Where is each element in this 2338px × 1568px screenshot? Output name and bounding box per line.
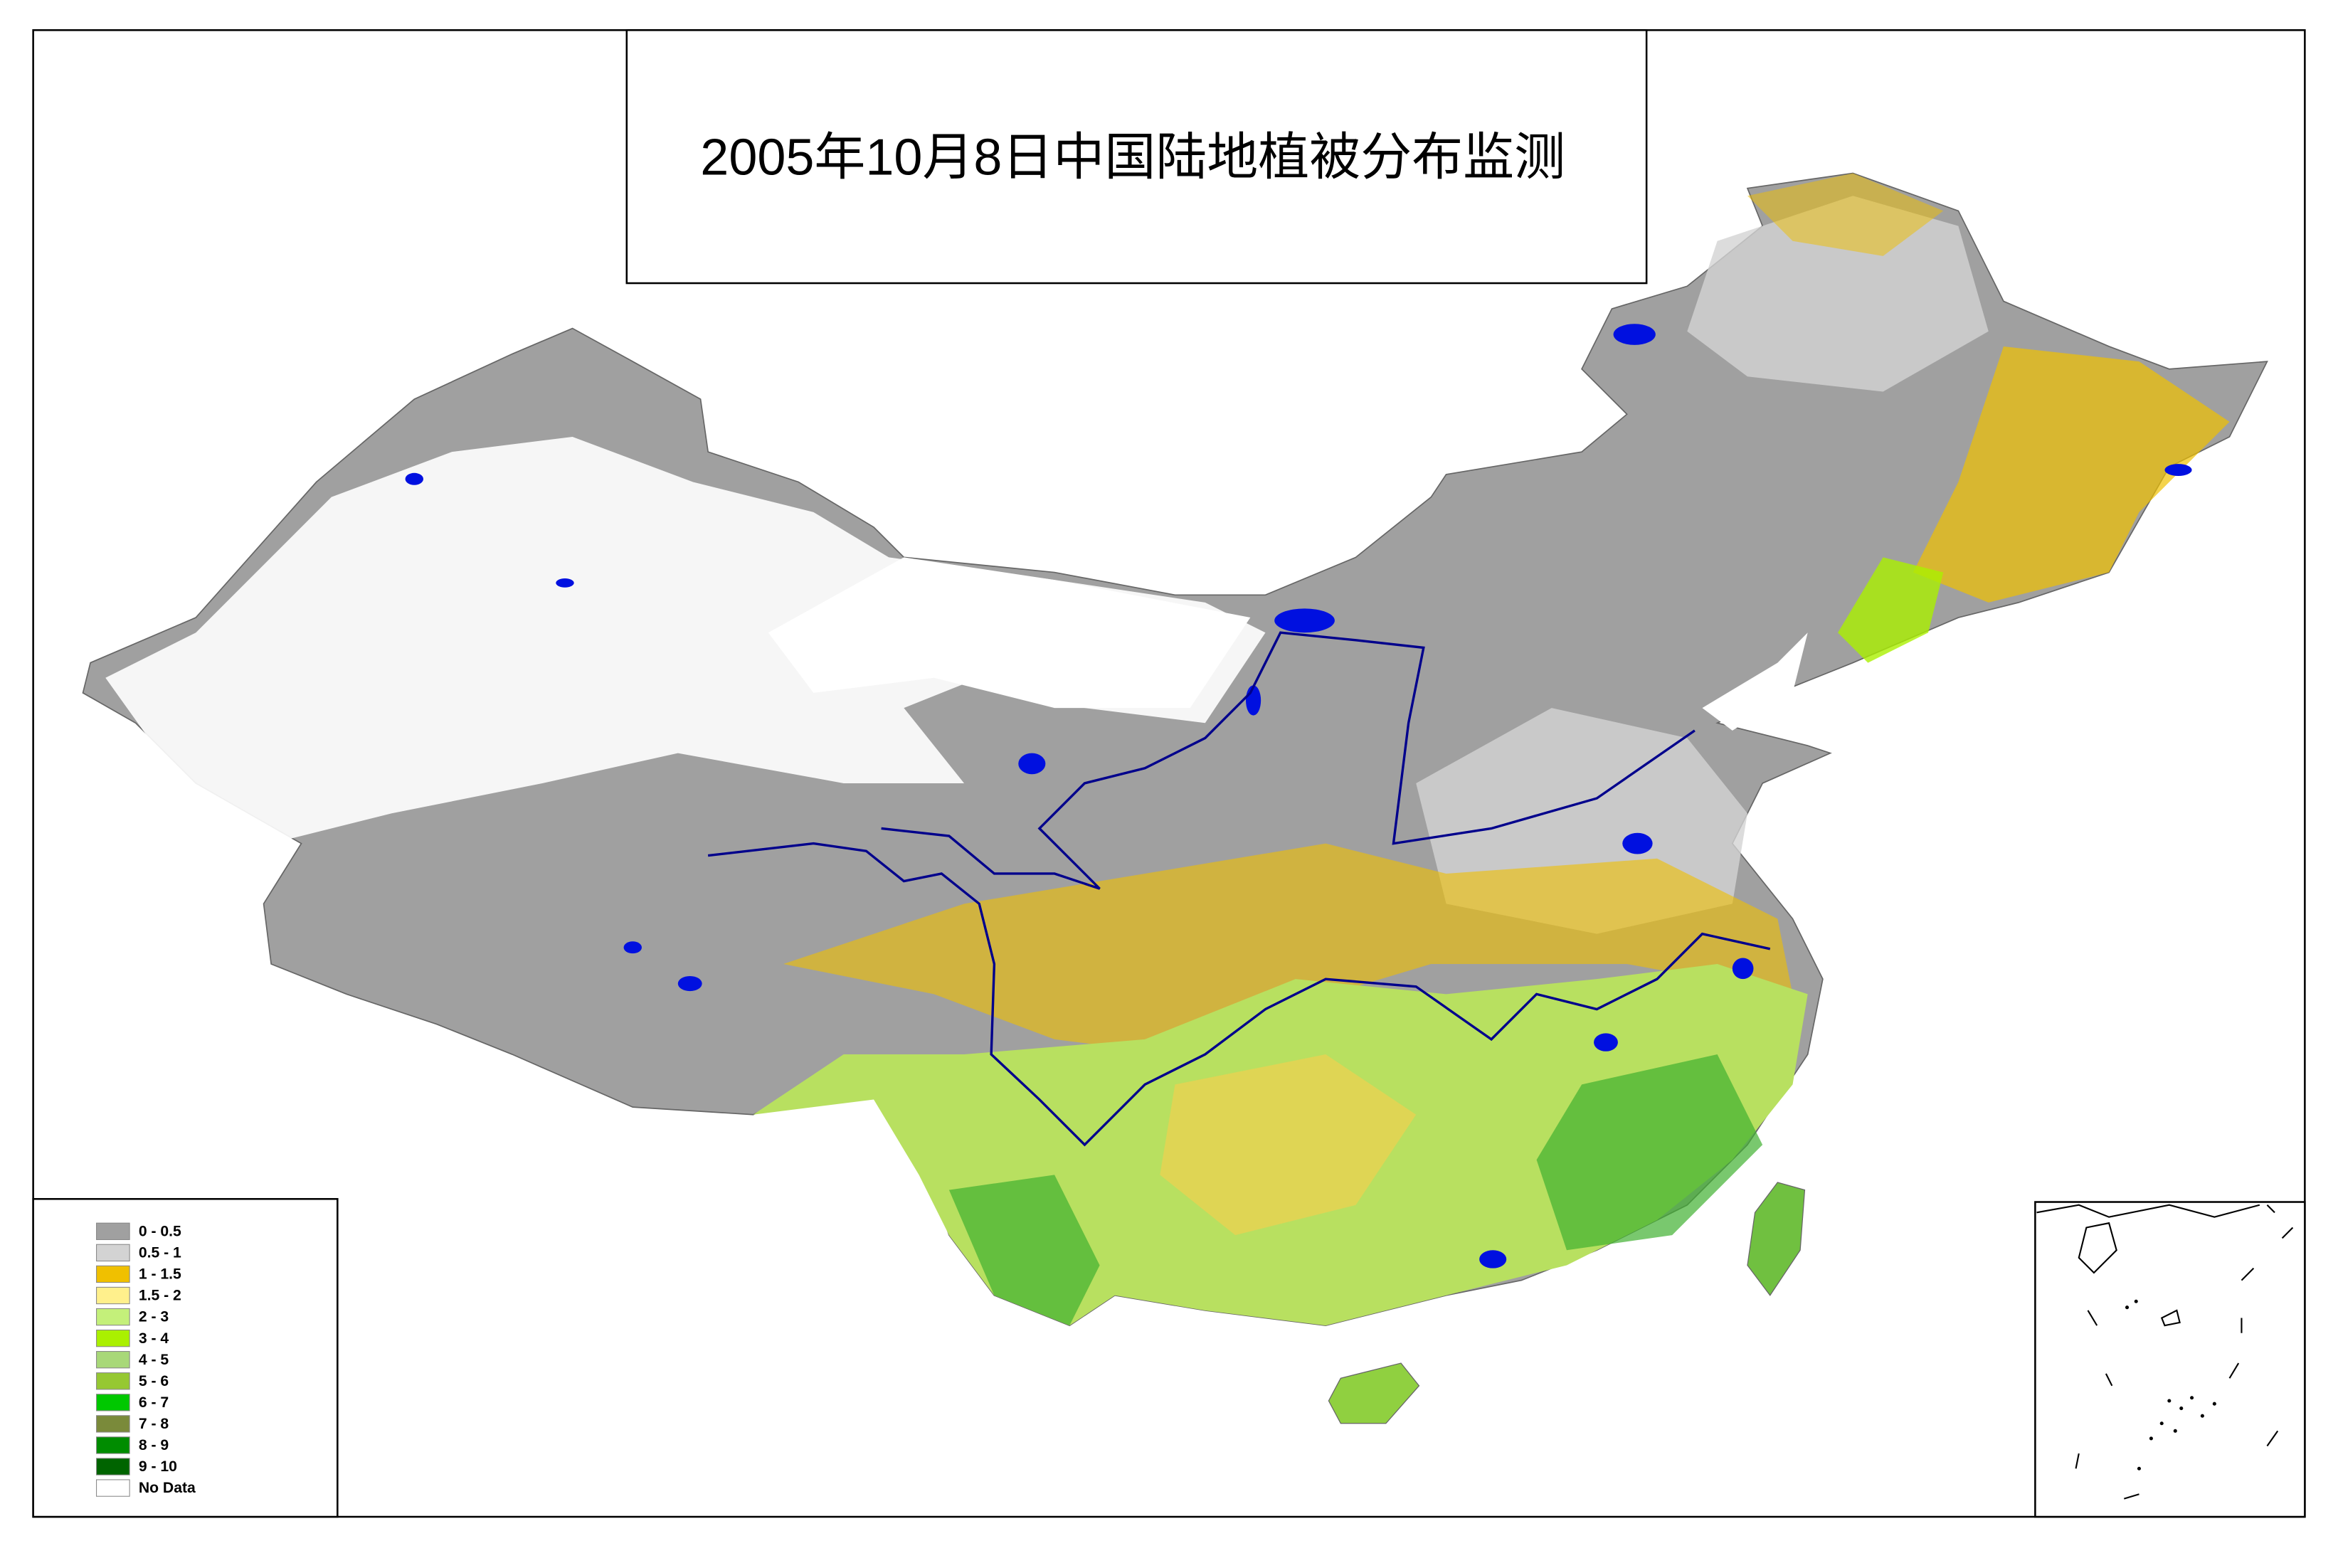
inset-islets (2125, 1299, 2216, 1471)
lake (1018, 753, 1046, 775)
legend-swatch (96, 1329, 130, 1347)
sparse-veg (1687, 196, 1989, 392)
legend-label: 9 - 10 (139, 1458, 177, 1475)
lake (1245, 685, 1261, 716)
no-data-area (768, 557, 1251, 709)
title-box (625, 29, 1648, 285)
veg-dark-green (1536, 1054, 1763, 1251)
lake (623, 941, 642, 954)
legend-swatch (96, 1415, 130, 1433)
rivers (707, 631, 1771, 1147)
legend-swatch (96, 1265, 130, 1283)
legend-swatch (96, 1479, 130, 1497)
inset-coast (2036, 1204, 2260, 1218)
lake (1622, 832, 1653, 854)
sea (1702, 632, 1808, 731)
legend-box (32, 1198, 339, 1518)
yangtze-river (707, 842, 1771, 1147)
legend-label: No Data (139, 1480, 196, 1496)
legend-label: 5 - 6 (139, 1373, 169, 1389)
hainan (1328, 1362, 1420, 1424)
islet (2212, 1402, 2216, 1406)
islet (2167, 1399, 2172, 1403)
legend-swatch (96, 1308, 130, 1326)
islet (2173, 1429, 2177, 1433)
legend-swatch (96, 1436, 130, 1454)
map-title: 2005年10月8日中国陆地植被分布监测 (700, 129, 1565, 186)
legend-swatch (96, 1458, 130, 1476)
lake (1613, 324, 1656, 345)
legend-swatch (96, 1372, 130, 1390)
islet (2190, 1396, 2194, 1400)
legend-label: 8 - 9 (139, 1437, 169, 1453)
legend-label: 4 - 5 (139, 1352, 169, 1368)
legend-swatch (96, 1222, 130, 1240)
legend-label: 1.5 - 2 (139, 1288, 181, 1304)
legend-label: 7 - 8 (139, 1416, 169, 1432)
lake (1732, 958, 1754, 980)
lake (2164, 464, 2192, 477)
lake (1274, 608, 1335, 633)
lake (556, 578, 574, 588)
legend-swatch (96, 1351, 130, 1369)
legend-swatch (96, 1394, 130, 1411)
legend-label: 2 - 3 (139, 1309, 169, 1325)
inset-box (2034, 1201, 2306, 1518)
veg-yellow (1160, 1054, 1417, 1236)
islet (2179, 1407, 2184, 1411)
veg-dark-green (948, 1175, 1100, 1326)
islet (2134, 1299, 2138, 1303)
veg-yellow (783, 843, 1793, 1055)
islet (2200, 1414, 2204, 1418)
legend-label: 0.5 - 1 (139, 1245, 181, 1261)
islet (2137, 1466, 2142, 1471)
legend: 0 - 0.5 0.5 - 1 1 - 1.5 1.5 - 2 2 - 3 3 - 4 4 … (96, 1222, 196, 1497)
inset-island (2160, 1309, 2181, 1327)
veg-yellow (1913, 346, 2230, 603)
inset-island (2078, 1222, 2117, 1274)
lake (1594, 1033, 1618, 1051)
yellow-river (881, 631, 1696, 890)
inset-map (2036, 1204, 2294, 1500)
inset-dashes (2075, 1204, 2294, 1500)
taiwan (1747, 1182, 1806, 1296)
islet (2159, 1421, 2164, 1426)
legend-swatch (96, 1244, 130, 1262)
lakes (405, 324, 2192, 1268)
legend-label: 0 - 0.5 (139, 1223, 181, 1239)
legend-swatch (96, 1286, 130, 1305)
lake (677, 975, 702, 992)
veg-yellow (1747, 173, 1944, 256)
legend-label: 3 - 4 (139, 1330, 169, 1347)
no-data-area (105, 436, 1266, 844)
legend-label: 1 - 1.5 (139, 1266, 181, 1283)
islet (2149, 1436, 2153, 1441)
lake (405, 472, 423, 485)
veg-green (1838, 557, 1944, 663)
legend-label: 6 - 7 (139, 1394, 169, 1411)
lake (1479, 1250, 1507, 1268)
islet (2125, 1305, 2130, 1310)
